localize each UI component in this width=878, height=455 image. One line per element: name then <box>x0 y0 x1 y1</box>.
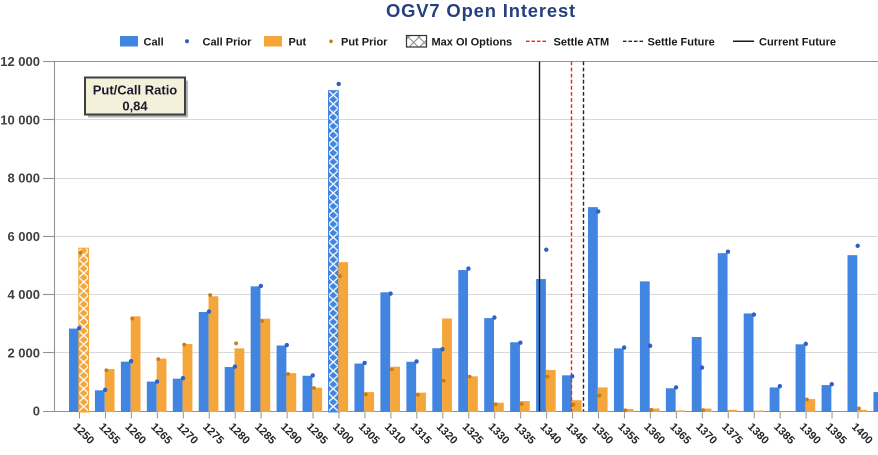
svg-text:12 000: 12 000 <box>0 54 40 69</box>
svg-text:Put Prior: Put Prior <box>341 36 388 48</box>
svg-text:Call: Call <box>144 36 164 48</box>
svg-text:2 000: 2 000 <box>7 345 40 360</box>
svg-text:10 000: 10 000 <box>0 112 40 127</box>
svg-text:Settle Future: Settle Future <box>648 36 715 48</box>
svg-text:Current Future: Current Future <box>759 36 836 48</box>
svg-text:6 000: 6 000 <box>7 229 40 244</box>
svg-text:0,84: 0,84 <box>122 99 148 114</box>
svg-text:Put/Call Ratio: Put/Call Ratio <box>93 83 178 98</box>
svg-text:4 000: 4 000 <box>7 287 40 302</box>
svg-text:Max OI Options: Max OI Options <box>432 36 513 48</box>
svg-text:Settle ATM: Settle ATM <box>554 36 610 48</box>
svg-text:OGV7 Open Interest: OGV7 Open Interest <box>386 0 576 21</box>
svg-text:Call Prior: Call Prior <box>203 36 253 48</box>
svg-text:0: 0 <box>33 404 40 419</box>
svg-text:8 000: 8 000 <box>7 171 40 186</box>
svg-text:Put: Put <box>289 36 307 48</box>
